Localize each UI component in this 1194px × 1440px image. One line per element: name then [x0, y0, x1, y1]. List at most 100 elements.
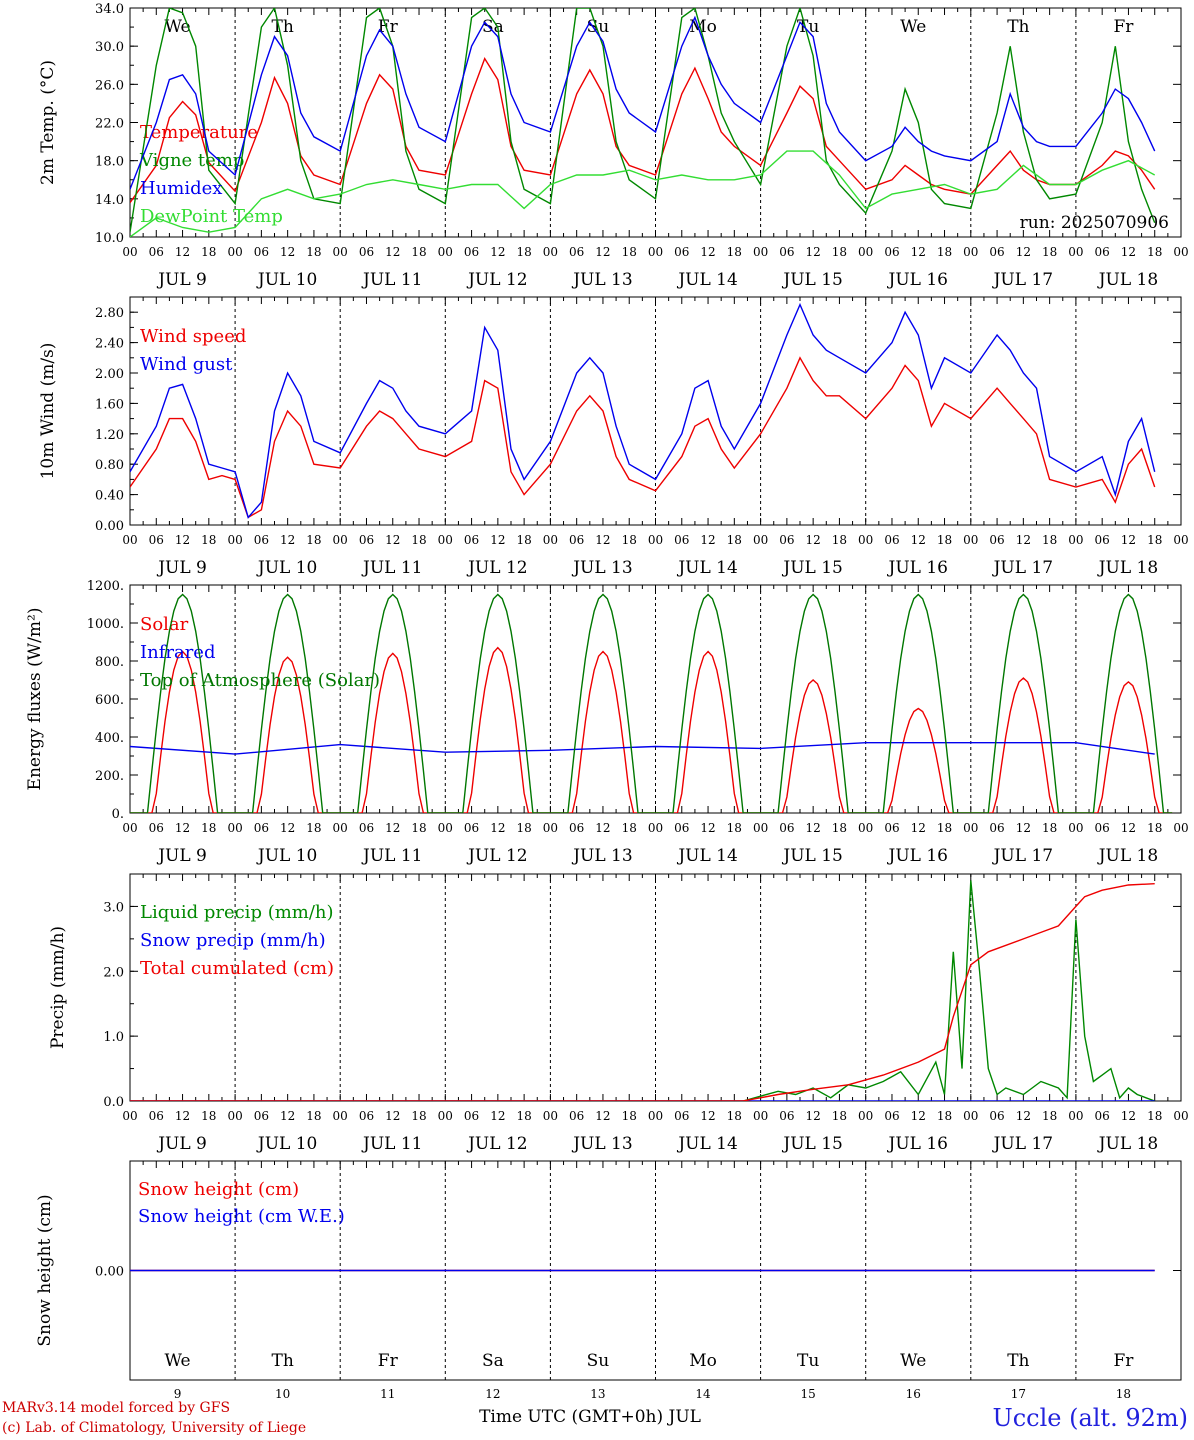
hour-tick-label: 18 [516, 1109, 531, 1123]
hour-tick-label: 00 [963, 1109, 978, 1123]
hour-tick-label: 12 [595, 821, 610, 835]
hour-tick-label: 06 [884, 821, 899, 835]
date-label: JUL 18 [1097, 846, 1158, 866]
legend-entry: Temperature [140, 122, 258, 143]
date-label: JUL 12 [466, 558, 527, 578]
hour-tick-label: 18 [516, 245, 531, 259]
hour-tick-label: 18 [832, 245, 847, 259]
date-label: JUL 16 [887, 1134, 948, 1154]
hour-tick-label: 00 [963, 245, 978, 259]
y-tick-label: 2.40 [95, 337, 124, 352]
hour-tick-label: 18 [622, 821, 637, 835]
hour-tick-label: 06 [464, 245, 479, 259]
day-number-label: 11 [380, 1387, 395, 1401]
hour-tick-label: 12 [490, 1109, 505, 1123]
weekday-label: Fr [378, 17, 399, 37]
hour-tick-label: 12 [806, 533, 821, 547]
hour-tick-label: 06 [149, 821, 164, 835]
hour-tick-label: 12 [700, 821, 715, 835]
hour-tick-label: 06 [149, 1109, 164, 1123]
hour-tick-label: 06 [569, 533, 584, 547]
y-axis-label: Precip (mm/h) [48, 926, 68, 1049]
date-label: JUL 14 [676, 270, 737, 290]
hour-tick-label: 12 [595, 533, 610, 547]
date-label: JUL 11 [361, 846, 422, 866]
weekday-label: Su [587, 17, 610, 37]
hour-tick-label: 06 [149, 245, 164, 259]
hour-tick-label: 00 [753, 1109, 768, 1123]
y-axis-label: Snow height (cm) [35, 1194, 55, 1346]
hour-tick-label: 06 [884, 245, 899, 259]
hour-tick-label: 06 [1095, 1109, 1110, 1123]
hour-tick-label: 12 [911, 821, 926, 835]
y-tick-label: 26.0 [95, 78, 124, 93]
hour-tick-label: 12 [1121, 245, 1136, 259]
hour-tick-label: 12 [490, 245, 505, 259]
series-vigne-temp [130, 8, 1156, 233]
hour-tick-label: 18 [516, 821, 531, 835]
date-label: JUL 14 [676, 1134, 737, 1154]
hour-tick-label: 06 [674, 245, 689, 259]
date-label: JUL 13 [571, 846, 632, 866]
weekday-label: Mo [689, 1351, 717, 1371]
date-label: JUL 10 [256, 270, 317, 290]
hour-tick-label: 06 [674, 1109, 689, 1123]
hour-tick-label: 18 [1147, 533, 1162, 547]
y-tick-label: 1000. [87, 617, 124, 632]
y-tick-label: 0.40 [95, 489, 124, 504]
y-tick-label: 22.0 [95, 117, 124, 132]
y-tick-label: 1.0 [103, 1030, 124, 1045]
hour-tick-label: 06 [254, 533, 269, 547]
legend-entry: Total cumulated (cm) [140, 958, 334, 979]
date-label: JUL 9 [156, 846, 207, 866]
run-label: run: 2025070906 [1020, 213, 1169, 233]
series-wind-gust [130, 302, 1156, 519]
hour-tick-label: 12 [1016, 533, 1031, 547]
y-tick-label: 10.0 [95, 231, 124, 246]
hour-tick-label: 12 [280, 1109, 295, 1123]
date-label: JUL 12 [466, 1134, 527, 1154]
hour-tick-label: 00 [648, 821, 663, 835]
hour-tick-label: 00 [1173, 821, 1188, 835]
hour-tick-label: 06 [779, 1109, 794, 1123]
date-label: JUL 15 [781, 846, 842, 866]
hour-tick-label: 00 [122, 245, 137, 259]
day-number-label: 16 [906, 1387, 921, 1401]
date-label: JUL 18 [1097, 558, 1158, 578]
y-tick-label: 18.0 [95, 155, 124, 170]
hour-tick-label: 12 [280, 245, 295, 259]
hour-tick-label: 18 [937, 245, 952, 259]
hour-tick-label: 06 [359, 533, 374, 547]
hour-tick-label: 00 [438, 533, 453, 547]
hour-tick-label: 12 [385, 821, 400, 835]
hour-tick-label: 12 [595, 1109, 610, 1123]
weekday-label: Tu [797, 1351, 819, 1371]
hour-tick-label: 12 [1016, 821, 1031, 835]
y-tick-label: 800. [95, 655, 124, 670]
hour-tick-label: 12 [490, 533, 505, 547]
hour-tick-label: 18 [201, 245, 216, 259]
hour-tick-label: 18 [411, 245, 426, 259]
weekday-label: We [900, 1351, 926, 1371]
hour-tick-label: 06 [989, 1109, 1004, 1123]
hour-tick-label: 00 [122, 533, 137, 547]
hour-tick-label: 06 [464, 821, 479, 835]
hour-tick-label: 18 [832, 1109, 847, 1123]
hour-tick-label: 12 [1016, 1109, 1031, 1123]
hour-tick-label: 18 [622, 533, 637, 547]
legend-entry: Top of Atmosphere (Solar) [140, 670, 380, 691]
hour-tick-label: 06 [1095, 533, 1110, 547]
hour-tick-label: 12 [700, 1109, 715, 1123]
hour-tick-label: 00 [227, 245, 242, 259]
y-tick-label: 600. [95, 693, 124, 708]
hour-tick-label: 18 [727, 821, 742, 835]
hour-tick-label: 00 [543, 821, 558, 835]
hour-tick-label: 18 [727, 533, 742, 547]
hour-tick-label: 12 [1016, 245, 1031, 259]
date-label: JUL 9 [156, 270, 207, 290]
legend-entry: DewPoint Temp [140, 206, 283, 227]
weekday-label: We [900, 17, 926, 37]
hour-tick-label: 18 [411, 533, 426, 547]
day-number-label: 13 [590, 1387, 605, 1401]
series-dewpoint-temp [130, 150, 1156, 237]
